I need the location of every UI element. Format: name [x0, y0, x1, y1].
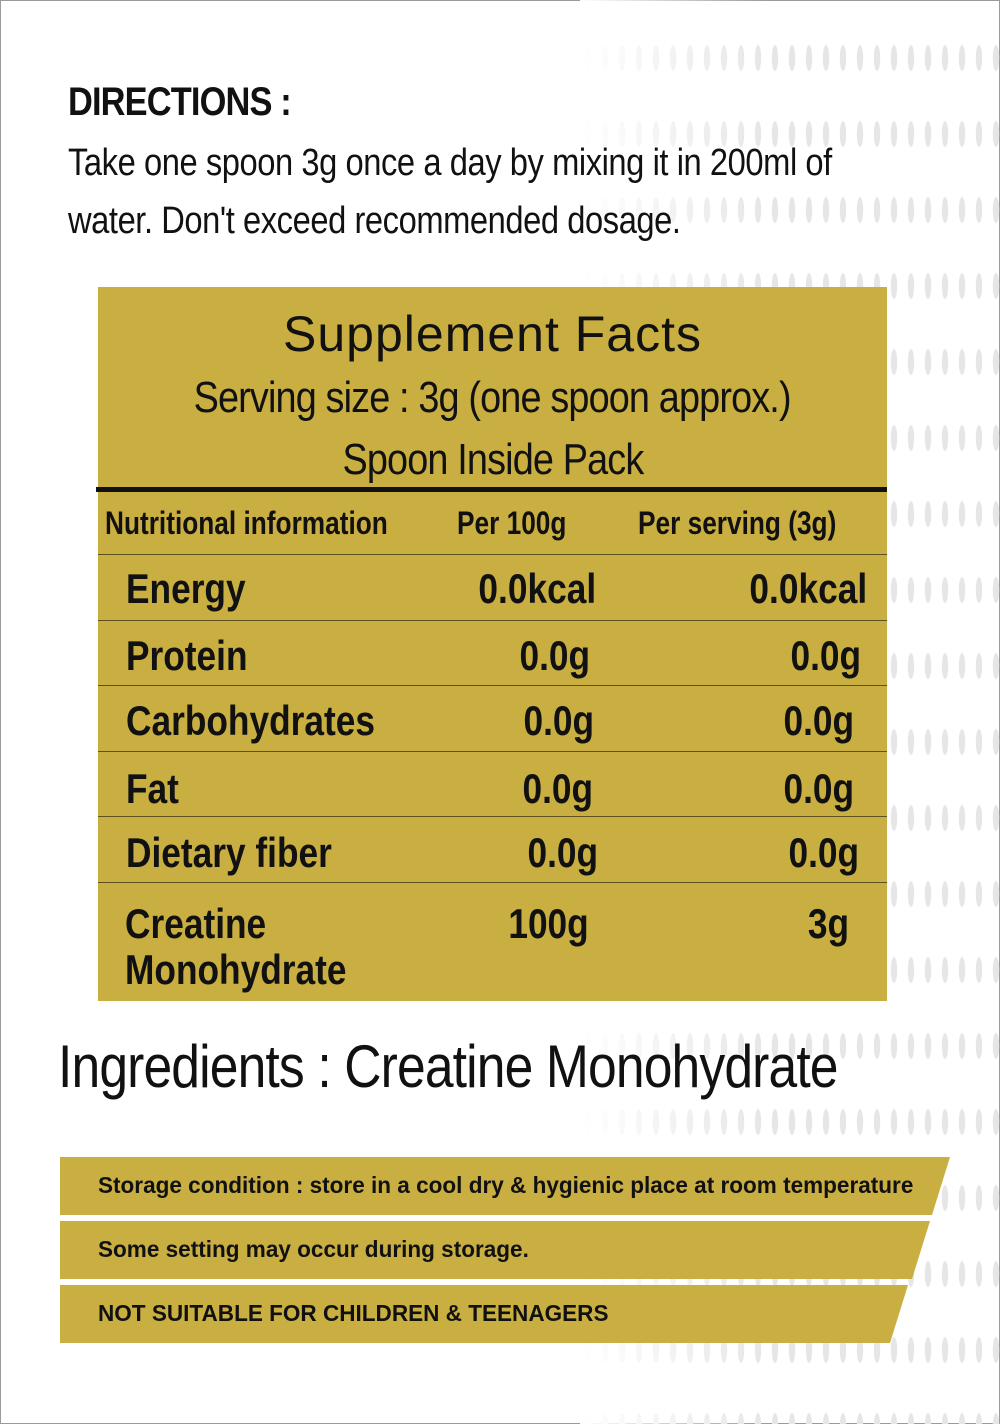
row-dietary-fiber-name: Dietary fiber [126, 829, 332, 876]
row-divider [98, 751, 887, 752]
header-nutritional-information: Nutritional information [105, 505, 388, 541]
directions-text: Take one spoon 3g once a day by mixing i… [68, 134, 885, 250]
notice-banner-shape [60, 1285, 908, 1343]
row-divider [98, 816, 887, 817]
row-carbohydrates-perserving: 0.0g [783, 697, 854, 744]
notice-settling: Some setting may occur during storage. [60, 1221, 930, 1279]
row-creatine-perserving: 3g [807, 900, 849, 947]
row-protein-per100: 0.0g [519, 632, 590, 679]
row-divider [98, 620, 887, 621]
row-creatine-name-line2: Monohydrate [125, 946, 347, 993]
facts-title: Supplement Facts [283, 306, 702, 362]
row-fat-perserving: 0.0g [783, 765, 854, 812]
serving-size: Serving size : 3g (one spoon approx.) [193, 373, 792, 422]
row-carbohydrates-name: Carbohydrates [126, 697, 375, 744]
notice-banner-shape [60, 1157, 950, 1215]
row-creatine-per100: 100g [508, 900, 589, 947]
notice-not-suitable-text: NOT SUITABLE FOR CHILDREN & TEENAGERS [98, 1300, 609, 1326]
row-divider [98, 882, 887, 883]
notice-settling-text: Some setting may occur during storage. [98, 1236, 529, 1262]
row-protein-perserving: 0.0g [790, 632, 861, 679]
directions-line-2: water. Don't exceed recommended dosage. [68, 200, 681, 242]
spoon-note: Spoon Inside Pack [342, 435, 644, 484]
row-carbohydrates-per100: 0.0g [523, 697, 594, 744]
facts-divider [96, 487, 887, 492]
header-per-100g: Per 100g [457, 505, 567, 541]
row-creatine-name-line1: Creatine [125, 900, 267, 947]
ingredients-line: Ingredients : Creatine Monohydrate [58, 1033, 838, 1100]
notice-banner-shape [60, 1221, 930, 1279]
row-divider [98, 554, 887, 555]
directions-heading: DIRECTIONS : [68, 80, 292, 124]
row-fat-name: Fat [126, 765, 179, 812]
notice-storage-text: Storage condition : store in a cool dry … [98, 1172, 914, 1198]
row-protein-name: Protein [126, 632, 248, 679]
row-energy-perserving: 0.0kcal [749, 565, 867, 612]
row-fat-per100: 0.0g [522, 765, 593, 812]
directions-line-1: Take one spoon 3g once a day by mixing i… [68, 142, 832, 184]
row-dietary-fiber-per100: 0.0g [527, 829, 598, 876]
notice-storage-condition: Storage condition : store in a cool dry … [60, 1157, 950, 1215]
row-energy-per100: 0.0kcal [478, 565, 596, 612]
row-dietary-fiber-perserving: 0.0g [788, 829, 859, 876]
notice-not-suitable: NOT SUITABLE FOR CHILDREN & TEENAGERS [60, 1285, 908, 1343]
row-energy-name: Energy [126, 565, 246, 612]
header-per-serving: Per serving (3g) [638, 505, 837, 541]
row-divider [98, 685, 887, 686]
supplement-facts-panel: Supplement Facts Serving size : 3g (one … [96, 287, 887, 1001]
